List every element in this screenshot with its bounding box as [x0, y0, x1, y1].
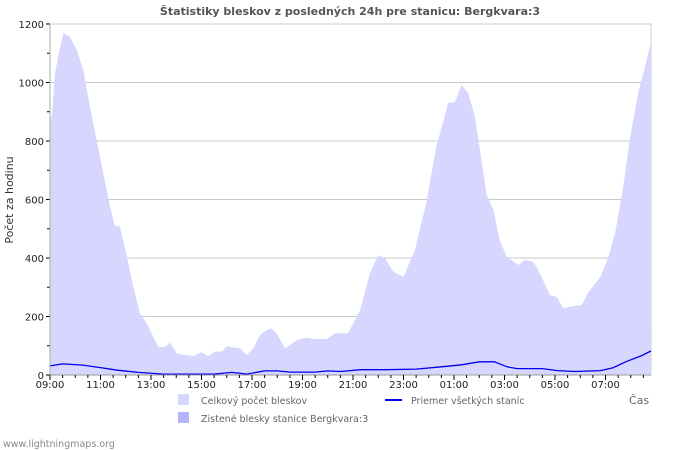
x-tick-label: 03:00	[490, 380, 519, 391]
legend-label-total[interactable]: Celkový počet bleskov	[201, 396, 307, 407]
series-area-total	[50, 33, 651, 376]
y-tick-label: 400	[25, 254, 44, 265]
x-tick-label: 21:00	[339, 380, 368, 391]
x-tick-label: 17:00	[238, 380, 267, 391]
chart-title: Štatistiky bleskov z posledných 24h pre …	[160, 5, 540, 18]
x-tick-label: 19:00	[288, 380, 317, 391]
y-tick-label: 1000	[19, 79, 44, 90]
legend-swatch-total	[178, 394, 189, 405]
footer-link[interactable]: www.lightningmaps.org	[3, 439, 115, 450]
x-tick-label: 07:00	[591, 380, 620, 391]
x-axis-label: Čas	[629, 394, 649, 407]
x-tick-label: 05:00	[541, 380, 570, 391]
y-tick-label: 1200	[19, 20, 44, 31]
areas	[50, 33, 651, 376]
x-tick-label: 01:00	[440, 380, 469, 391]
series-line-average	[49, 350, 652, 375]
y-tick-label: 800	[25, 137, 44, 148]
lines	[49, 350, 652, 375]
x-tick-label: 23:00	[389, 380, 418, 391]
legend-label-station[interactable]: Zistené blesky stanice Bergkvara:3	[201, 414, 368, 425]
x-tick-label: 11:00	[86, 380, 115, 391]
x-tick-label: 15:00	[187, 380, 216, 391]
y-tick-label: 600	[25, 196, 44, 207]
legend-swatch-station	[178, 412, 189, 423]
legend-label-average[interactable]: Priemer všetkých staníc	[411, 396, 525, 407]
x-tick-label: 13:00	[137, 380, 166, 391]
axes: 0 200 400 600 800 1000 1200 09:00 11:00 13:00 15:0…	[19, 20, 651, 391]
y-axis-label: Počet za hodinu	[3, 156, 16, 243]
y-tick-label: 200	[25, 313, 44, 324]
y-tick-label: 0	[38, 371, 44, 382]
x-tick-label: 09:00	[36, 380, 65, 391]
